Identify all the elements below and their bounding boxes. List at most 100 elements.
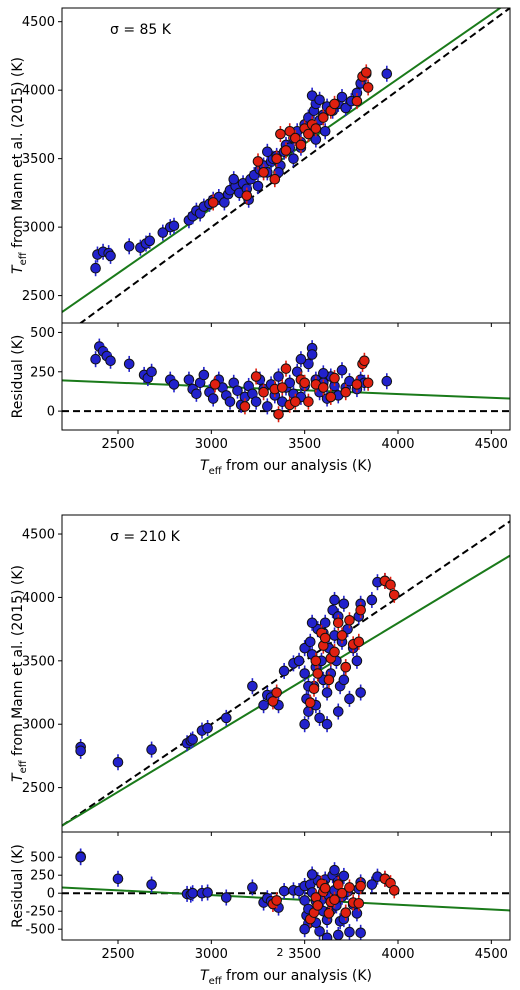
data-point bbox=[90, 353, 101, 365]
panel-bottom-residual: -500 -250 0 250 500 2500 3000 3500 4000 4500 Resid… bbox=[10, 831, 511, 987]
data-point bbox=[123, 358, 135, 370]
data-point bbox=[306, 617, 318, 629]
data-point bbox=[319, 632, 331, 644]
data-point bbox=[304, 636, 316, 648]
x-axis-label: Teff from our analysis (K) bbox=[200, 458, 372, 477]
data-point bbox=[269, 173, 281, 185]
data-point bbox=[360, 67, 372, 78]
y-tick-label: 2500 bbox=[22, 781, 55, 796]
data-point bbox=[329, 646, 340, 658]
y-tick-label: 3000 bbox=[22, 221, 55, 236]
y-label-symbol: T bbox=[10, 264, 26, 274]
x-axis-label: Teff from our analysis (K) bbox=[200, 968, 372, 987]
data-point bbox=[123, 241, 135, 252]
axes-frame bbox=[61, 7, 511, 324]
data-point bbox=[359, 355, 370, 367]
data-point bbox=[267, 696, 279, 707]
data-point bbox=[332, 706, 344, 717]
data-point bbox=[90, 262, 101, 274]
data-point bbox=[293, 655, 305, 667]
data-point bbox=[146, 879, 157, 890]
y-tick-label: 4000 bbox=[22, 591, 55, 606]
x-tick-label: 3500 bbox=[288, 947, 321, 962]
series-blue bbox=[90, 65, 393, 277]
data-point bbox=[338, 870, 350, 882]
data-point bbox=[318, 112, 329, 123]
x-label-symbol: T bbox=[200, 458, 210, 474]
data-point bbox=[336, 630, 348, 641]
data-point bbox=[220, 892, 232, 903]
data-point bbox=[362, 377, 374, 389]
y-label-text: from Mann et al. (2015) (K) bbox=[10, 57, 26, 252]
data-point bbox=[191, 388, 202, 400]
data-point bbox=[340, 386, 352, 398]
data-point bbox=[306, 349, 318, 360]
data-point bbox=[239, 401, 251, 412]
data-point bbox=[250, 396, 262, 407]
data-point bbox=[381, 68, 393, 80]
data-point bbox=[323, 908, 335, 919]
data-point bbox=[303, 396, 314, 407]
data-point bbox=[332, 879, 344, 890]
data-point bbox=[351, 655, 363, 667]
data-point bbox=[340, 661, 352, 673]
data-point bbox=[332, 617, 344, 629]
y-tick-label: 4500 bbox=[22, 528, 55, 543]
data-point bbox=[306, 869, 318, 880]
data-point bbox=[299, 718, 310, 730]
data-point bbox=[310, 123, 322, 134]
data-point bbox=[112, 756, 124, 768]
sigma-annotation: σ = 85 K bbox=[110, 22, 172, 38]
data-point bbox=[276, 382, 288, 393]
data-point bbox=[271, 895, 282, 906]
data-point bbox=[319, 882, 331, 894]
plot-area bbox=[62, 338, 510, 423]
y-label-subscript: eff bbox=[18, 251, 29, 265]
data-point bbox=[338, 598, 350, 610]
data-point bbox=[258, 386, 269, 398]
data-point bbox=[207, 393, 219, 404]
y-tick-label: 4000 bbox=[22, 84, 55, 99]
one-to-one-line bbox=[78, 8, 510, 323]
data-point bbox=[340, 907, 352, 918]
x-tick-label: 4000 bbox=[381, 947, 414, 962]
data-point bbox=[304, 697, 316, 708]
data-point bbox=[388, 589, 400, 601]
axes-frame bbox=[61, 322, 511, 431]
x-label-symbol: T bbox=[200, 968, 210, 984]
data-point bbox=[329, 864, 340, 876]
data-point bbox=[321, 932, 333, 940]
data-point bbox=[112, 873, 124, 885]
data-point bbox=[351, 379, 363, 390]
data-point bbox=[344, 882, 355, 893]
y-axis-label: Residual (K) bbox=[10, 844, 26, 928]
x-tick-label: 3000 bbox=[195, 947, 228, 962]
y-tick-label: 250 bbox=[30, 365, 55, 380]
data-point bbox=[362, 82, 374, 93]
data-point bbox=[310, 655, 322, 667]
data-point bbox=[228, 173, 240, 185]
y-label-symbol: T bbox=[10, 772, 26, 782]
data-point bbox=[271, 153, 282, 164]
data-point bbox=[278, 665, 290, 677]
x-label-subscript: eff bbox=[209, 466, 223, 477]
data-point bbox=[366, 594, 378, 606]
data-point bbox=[321, 687, 333, 698]
data-point bbox=[273, 371, 284, 382]
plot-area bbox=[62, 8, 510, 323]
x-label-subscript: eff bbox=[209, 976, 223, 987]
data-point bbox=[168, 379, 180, 390]
data-point bbox=[232, 385, 243, 396]
data-point bbox=[353, 897, 365, 909]
data-point bbox=[314, 94, 325, 106]
data-point bbox=[105, 355, 116, 367]
fit-line bbox=[62, 554, 510, 827]
data-point bbox=[312, 668, 324, 679]
series-blue bbox=[75, 572, 391, 771]
panel-top-main: 2500 3000 3500 4000 4500 σ = 85 K Teff from Ma… bbox=[10, 7, 511, 327]
data-point bbox=[336, 887, 348, 899]
data-point bbox=[290, 396, 301, 407]
plot-area bbox=[62, 520, 510, 827]
panel-bottom-main: 2500 3000 3500 4000 4500 σ = 210 K Teff from M… bbox=[10, 514, 511, 836]
data-point bbox=[275, 128, 286, 140]
